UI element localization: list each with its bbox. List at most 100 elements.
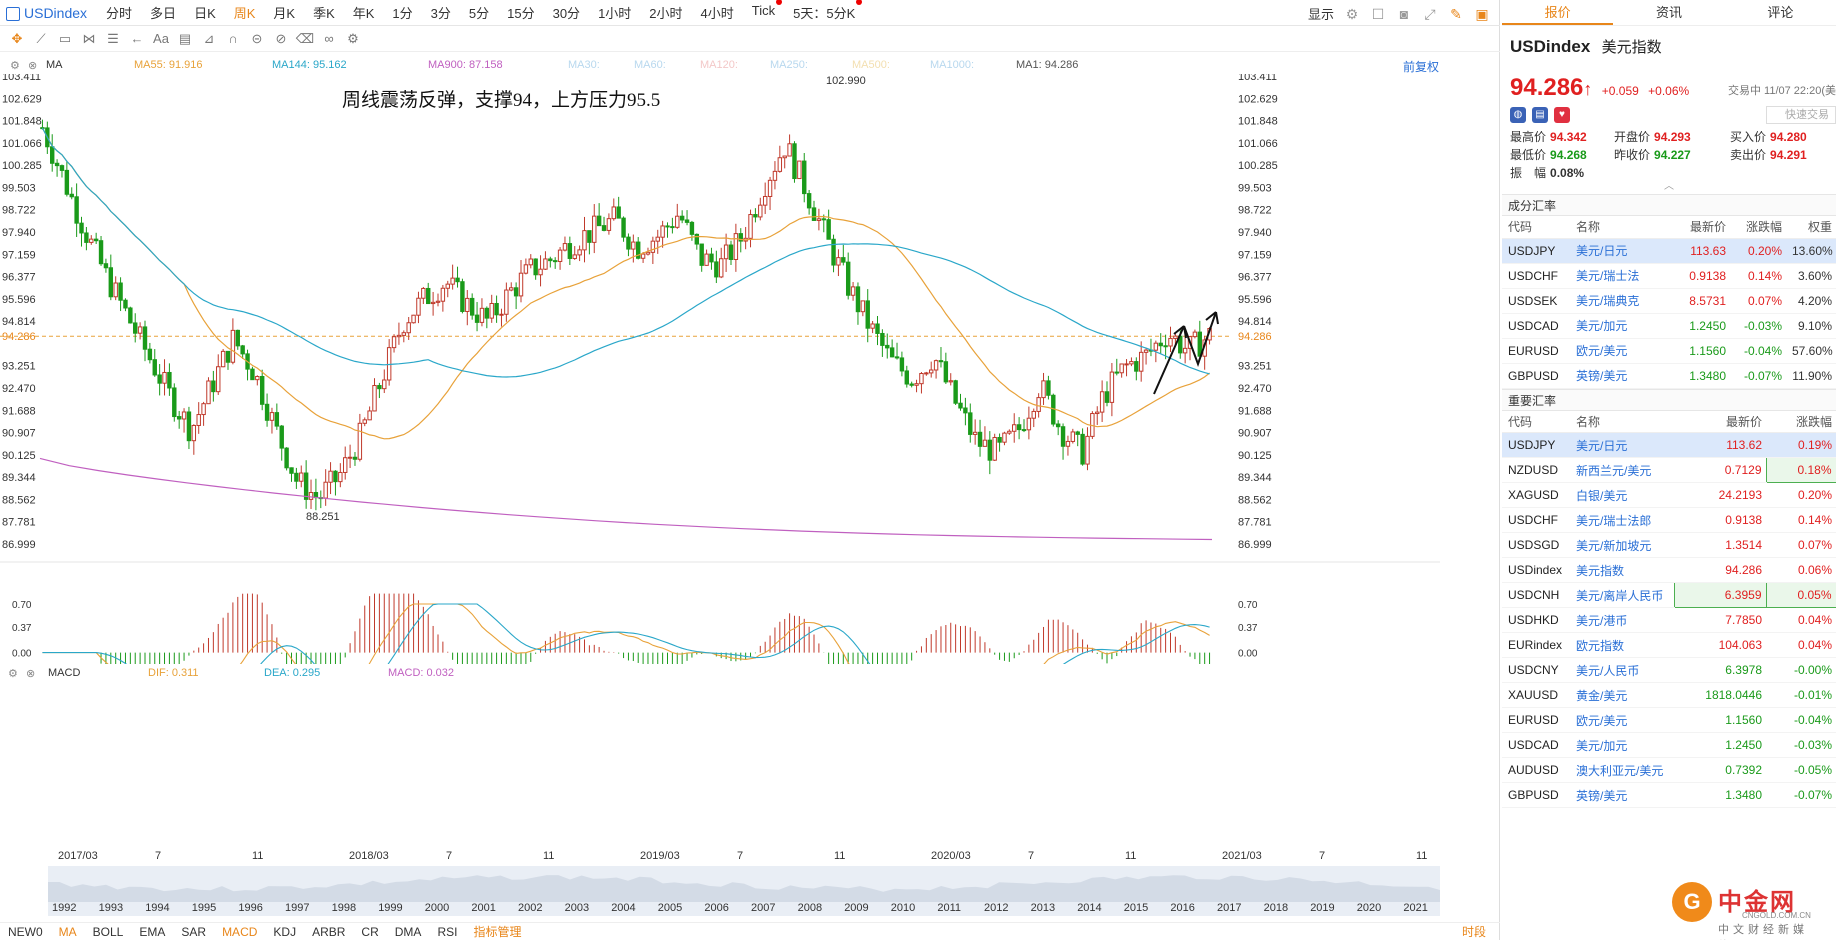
column-header[interactable]: 名称	[1570, 410, 1674, 433]
collapse-chevron-icon[interactable]: ︿	[1664, 181, 1674, 192]
display-menu[interactable]: 显示	[1307, 7, 1334, 22]
table-row[interactable]: EURindex 欧元指数 104.063 0.04%	[1502, 632, 1836, 658]
price-chart[interactable]: 103.411 103.411 102.629 102.629 101.848 101.8…	[0, 74, 1440, 664]
text-icon[interactable]: Aa	[153, 30, 169, 46]
arrow-left-icon[interactable]: ←	[130, 30, 144, 46]
timeframe-3[interactable]: 周K	[233, 6, 256, 21]
overview-navigator[interactable]	[48, 866, 1440, 916]
indicator-new0[interactable]: NEW0	[8, 924, 43, 939]
indicator-kdj[interactable]: KDJ	[273, 924, 297, 939]
pattern-icon[interactable]: ⋈	[82, 30, 96, 46]
quick-trade-button[interactable]: 快速交易	[1766, 106, 1836, 124]
link-icon[interactable]: ∞	[324, 30, 334, 46]
ruler-icon[interactable]: ⊿	[203, 30, 215, 46]
camera-icon[interactable]: ◙	[1399, 5, 1409, 22]
timeframe-8[interactable]: 3分	[430, 6, 451, 21]
table-row[interactable]: AUDUSD 澳大利亚元/美元 0.7392 -0.05%	[1502, 757, 1836, 783]
panel-tab-0[interactable]: 报价	[1502, 0, 1614, 25]
timeframe-7[interactable]: 1分	[392, 6, 413, 21]
table-row[interactable]: EURUSD 欧元/美元 1.1560 -0.04% 57.60%	[1502, 338, 1836, 364]
table-row[interactable]: GBPUSD 英镑/美元 1.3480 -0.07% 11.90%	[1502, 363, 1836, 389]
indicator-manage-button[interactable]: 指标管理	[473, 925, 522, 939]
timeframe-9[interactable]: 5分	[468, 6, 490, 21]
timeframe-12[interactable]: 1小时	[598, 6, 632, 21]
timeframe-4[interactable]: 月K	[273, 6, 296, 21]
comment-icon[interactable]: ▤	[178, 30, 192, 46]
timeframe-10[interactable]: 15分	[507, 6, 535, 21]
ma-type-label[interactable]: MA	[46, 59, 63, 71]
magnet-icon[interactable]: ∩	[228, 30, 238, 46]
table-row[interactable]: USDSEK 美元/瑞典克 8.5731 0.07% 4.20%	[1502, 288, 1836, 314]
timeframe-5[interactable]: 季K	[313, 6, 335, 21]
timeframe-16[interactable]: 5天：5分K	[784, 0, 864, 22]
column-header[interactable]: 最新价	[1674, 410, 1766, 433]
expand-icon[interactable]: ⤢	[1424, 5, 1436, 22]
table-row[interactable]: USDJPY 美元/日元 113.62 0.19%	[1502, 432, 1836, 458]
table-row[interactable]: USDindex 美元指数 94.286 0.06%	[1502, 557, 1836, 583]
table-row[interactable]: NZDUSD 新西兰元/美元 0.7129 0.18%	[1502, 457, 1836, 483]
column-header[interactable]: 代码	[1502, 216, 1570, 239]
table-row[interactable]: USDCAD 美元/加元 1.2450 -0.03% 9.10%	[1502, 313, 1836, 339]
trend-line-icon[interactable]: ⟋	[36, 30, 46, 46]
timeframe-14[interactable]: 4小时	[700, 6, 734, 21]
table-row[interactable]: USDCNY 美元/人民币 6.3978 -0.00%	[1502, 657, 1836, 683]
indicator-boll[interactable]: BOLL	[92, 924, 124, 939]
adjust-button[interactable]: 前复权	[1402, 60, 1439, 74]
indicator-arbr[interactable]: ARBR	[312, 924, 346, 939]
gear-icon[interactable]: ⚙	[1345, 5, 1359, 22]
table-row[interactable]: USDHKD 美元/港币 7.7850 0.04%	[1502, 607, 1836, 633]
settings-icon[interactable]: ⚙	[347, 30, 359, 46]
panel-tab-1[interactable]: 资讯	[1655, 5, 1682, 20]
timeframe-15[interactable]: Tick	[743, 0, 784, 22]
checkbox-icon[interactable]: ☐	[1371, 5, 1385, 22]
timeframe-6[interactable]: 年K	[352, 6, 375, 21]
table-row[interactable]: USDCNH 美元/离岸人民币 6.3959 0.05%	[1502, 582, 1836, 608]
column-header[interactable]: 权重	[1786, 216, 1836, 239]
timeframe-13[interactable]: 2小时	[649, 6, 683, 21]
indicator-sar[interactable]: SAR	[181, 924, 207, 939]
column-header[interactable]: 最新价	[1660, 216, 1730, 239]
symbol-selector[interactable]: USDindex	[0, 5, 97, 21]
panel-toggle-icon[interactable]: ▣	[1475, 5, 1489, 22]
table-row[interactable]: XAGUSD 白银/美元 24.2193 0.20%	[1502, 482, 1836, 508]
heart-icon[interactable]: ♥	[1554, 107, 1570, 123]
table-row[interactable]: USDCHF 美元/瑞士法 0.9138 0.14% 3.60%	[1502, 263, 1836, 289]
indicator-cr[interactable]: CR	[361, 924, 379, 939]
fibonacci-icon[interactable]: ☰	[107, 30, 119, 46]
column-header[interactable]: 涨跌幅	[1766, 410, 1836, 433]
indicator-ma[interactable]: MA	[58, 924, 77, 939]
table-row[interactable]: XAUUSD 黄金/美元 1818.0446 -0.01%	[1502, 682, 1836, 708]
table-row[interactable]: USDCHF 美元/瑞士法郎 0.9138 0.14%	[1502, 507, 1836, 533]
timeframe-2[interactable]: 日K	[194, 6, 216, 21]
table-row[interactable]: USDCAD 美元/加元 1.2450 -0.03%	[1502, 732, 1836, 758]
table-row[interactable]: EURUSD 欧元/美元 1.1560 -0.04%	[1502, 707, 1836, 733]
doc-icon[interactable]: ▤	[1532, 107, 1548, 123]
macd-type-label[interactable]: MACD	[48, 667, 81, 679]
crosshair-icon[interactable]: ✥	[11, 30, 23, 46]
table-row[interactable]: USDJPY 美元/日元 113.63 0.20% 13.60%	[1502, 238, 1836, 264]
timeframe-1[interactable]: 多日	[150, 6, 177, 21]
settings-icon[interactable]: ⚙	[8, 668, 18, 680]
close-icon[interactable]: ⊗	[26, 668, 36, 680]
timeframe-11[interactable]: 30分	[552, 6, 581, 21]
table-row[interactable]: GBPUSD 英镑/美元 1.3480 -0.07%	[1502, 782, 1836, 808]
settings-icon[interactable]: ⚙	[10, 59, 20, 72]
indicator-macd[interactable]: MACD	[222, 924, 258, 939]
pen-icon[interactable]: ✎	[1450, 5, 1462, 22]
close-icon[interactable]: ⊗	[28, 59, 38, 72]
panel-tab-2[interactable]: 评论	[1767, 5, 1794, 20]
table-row[interactable]: USDSGD 美元/新加坡元 1.3514 0.07%	[1502, 532, 1836, 558]
indicator-dma[interactable]: DMA	[394, 924, 422, 939]
column-header[interactable]: 名称	[1570, 216, 1660, 239]
globe-icon[interactable]: ◍	[1510, 107, 1526, 123]
hide-icon[interactable]: ⊘	[275, 30, 287, 46]
trash-icon[interactable]: ⌫	[295, 30, 315, 46]
column-header[interactable]: 涨跌幅	[1730, 216, 1786, 239]
lock-icon[interactable]: ⊝	[251, 30, 263, 46]
column-header[interactable]: 代码	[1502, 410, 1570, 433]
timeframe-0[interactable]: 分时	[106, 6, 133, 21]
time-segment-button[interactable]: 时段	[1461, 925, 1486, 939]
indicator-ema[interactable]: EMA	[139, 924, 166, 939]
indicator-rsi[interactable]: RSI	[437, 924, 458, 939]
rectangle-icon[interactable]: ▭	[58, 30, 72, 46]
